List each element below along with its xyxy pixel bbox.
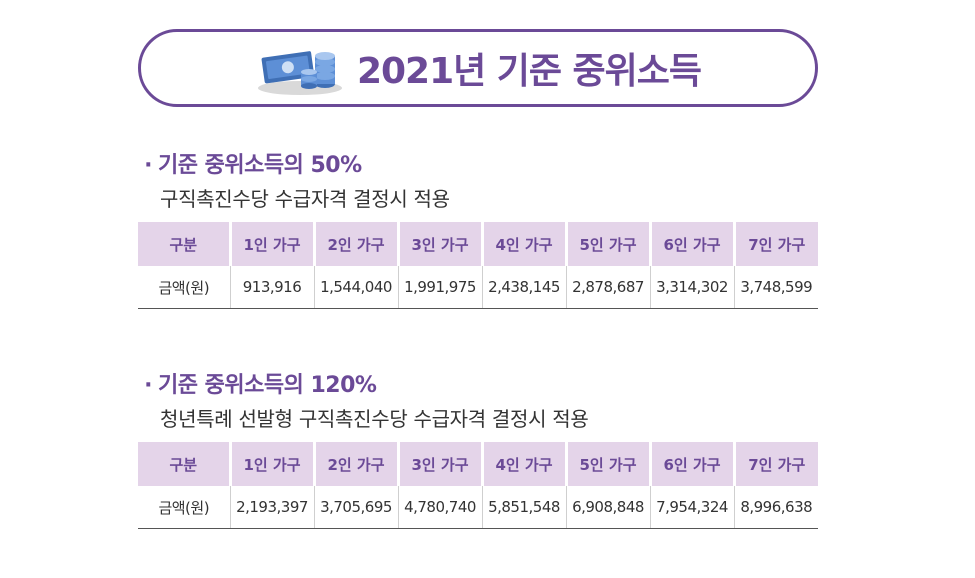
money-coins-icon	[257, 51, 342, 95]
row-label: 금액(원)	[138, 486, 230, 529]
header-cell-5: 5인 가구	[564, 442, 650, 486]
value-cell-3: 4,780,740	[397, 486, 482, 529]
header-cell-7: 7인 가구	[732, 442, 818, 486]
section-subtitle: 구직촉진수당 수급자격 결정시 적용	[160, 187, 450, 211]
value-cell-3: 1,991,975	[397, 266, 482, 309]
income-table-120: 구분 1인 가구 2인 가구 3인 가구 4인 가구 5인 가구 6인 가구 7…	[138, 442, 818, 529]
value-cell-6: 7,954,324	[649, 486, 734, 529]
value-cell-2: 3,705,695	[313, 486, 398, 529]
value-cell-4: 5,851,548	[481, 486, 566, 529]
heading-text: 기준 중위소득의 50%	[158, 153, 362, 178]
header-cell-2: 2인 가구	[312, 222, 398, 266]
header-cell-4: 4인 가구	[480, 442, 566, 486]
income-table-50: 구분 1인 가구 2인 가구 3인 가구 4인 가구 5인 가구 6인 가구 7…	[138, 222, 818, 309]
header-cell-1: 1인 가구	[228, 442, 314, 486]
section-subtitle: 청년특례 선발형 구직촉진수당 수급자격 결정시 적용	[160, 407, 589, 431]
value-cell-5: 6,908,848	[565, 486, 650, 529]
header-cell-5: 5인 가구	[564, 222, 650, 266]
title-banner: 2021년 기준 중위소득	[138, 29, 818, 107]
value-cell-4: 2,438,145	[481, 266, 566, 309]
bullet: ·	[144, 153, 152, 178]
header-cell-1: 1인 가구	[228, 222, 314, 266]
value-cell-6: 3,314,302	[649, 266, 734, 309]
header-cell-category: 구분	[138, 222, 230, 266]
value-cell-2: 1,544,040	[313, 266, 398, 309]
header-cell-category: 구분	[138, 442, 230, 486]
section-heading: · 기준 중위소득의 50%	[138, 150, 818, 182]
value-cell-5: 2,878,687	[565, 266, 650, 309]
page-title: 2021년 기준 중위소득	[356, 51, 702, 92]
header-cell-6: 6인 가구	[648, 222, 734, 266]
table-header-row: 구분 1인 가구 2인 가구 3인 가구 4인 가구 5인 가구 6인 가구 7…	[138, 222, 818, 266]
table-header-row: 구분 1인 가구 2인 가구 3인 가구 4인 가구 5인 가구 6인 가구 7…	[138, 442, 818, 486]
section-120-percent: · 기준 중위소득의 120% 청년특례 선발형 구직촉진수당 수급자격 결정시 …	[138, 370, 818, 529]
value-cell-7: 3,748,599	[733, 266, 818, 309]
header-cell-4: 4인 가구	[480, 222, 566, 266]
section-50-percent: · 기준 중위소득의 50% 구직촉진수당 수급자격 결정시 적용 구분 1인 가…	[138, 150, 818, 309]
value-cell-1: 2,193,397	[229, 486, 314, 529]
table-row: 금액(원) 913,916 1,544,040 1,991,975 2,438,…	[138, 266, 818, 309]
header-cell-7: 7인 가구	[732, 222, 818, 266]
header-cell-3: 3인 가구	[396, 222, 482, 266]
bullet: ·	[144, 373, 152, 398]
header-cell-3: 3인 가구	[396, 442, 482, 486]
value-cell-7: 8,996,638	[733, 486, 818, 529]
header-cell-2: 2인 가구	[312, 442, 398, 486]
section-heading: · 기준 중위소득의 120%	[138, 370, 818, 402]
header-cell-6: 6인 가구	[648, 442, 734, 486]
heading-text: 기준 중위소득의 120%	[158, 373, 377, 398]
row-label: 금액(원)	[138, 266, 230, 309]
value-cell-1: 913,916	[229, 266, 314, 309]
table-row: 금액(원) 2,193,397 3,705,695 4,780,740 5,85…	[138, 486, 818, 529]
